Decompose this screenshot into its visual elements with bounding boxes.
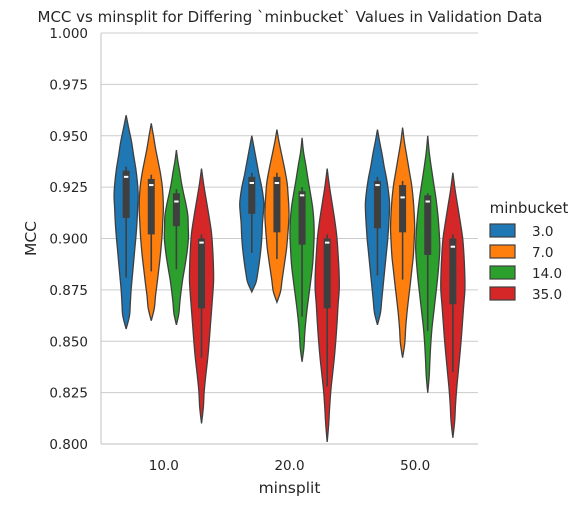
x-tick-label: 10.0 [149, 458, 179, 474]
y-tick-label: 0.975 [49, 77, 88, 93]
violin-iqr-box [122, 170, 130, 218]
legend-swatch [489, 265, 516, 280]
y-tick-label: 0.875 [49, 283, 88, 299]
legend-swatch [489, 286, 516, 301]
violin-iqr-box [323, 238, 331, 309]
legend-label: 3.0 [532, 224, 553, 240]
violin-iqr-box [424, 195, 432, 255]
violin-iqr-box [147, 178, 155, 235]
violins [113, 115, 466, 442]
violin-iqr-box [273, 176, 281, 233]
violin-iqr-box [399, 185, 407, 233]
legend-label: 35.0 [532, 287, 562, 303]
violin-iqr-box [198, 238, 206, 309]
axes [100, 33, 478, 445]
x-axis-title: minsplit [259, 479, 321, 497]
legend-swatch [489, 244, 516, 259]
legend-swatch [489, 223, 516, 238]
y-tick-label: 0.900 [49, 232, 88, 248]
x-tick-label: 20.0 [274, 458, 304, 474]
y-tick-label: 0.925 [49, 180, 88, 196]
legend: minbucket 3.0 7.0 14.0 35.0 [489, 199, 569, 303]
violin-iqr-box [248, 176, 256, 214]
y-tick-label: 0.825 [49, 386, 88, 402]
y-tick-label: 0.850 [49, 334, 88, 350]
chart-title: MCC vs minsplit for Differing `minbucket… [38, 8, 543, 26]
y-tick-label: 0.950 [49, 129, 88, 145]
x-tick-labels: 10.0 20.0 50.0 [149, 458, 430, 474]
y-tick-labels: 0.800 0.825 0.850 0.875 0.900 0.925 0.950 0.975… [49, 26, 88, 453]
violin-iqr-box [373, 180, 381, 229]
legend-title: minbucket [490, 199, 569, 217]
y-axis-title: MCC [22, 221, 40, 256]
x-tick-label: 50.0 [400, 458, 430, 474]
violin-iqr-box [172, 193, 180, 227]
violin-iqr-box [298, 191, 306, 245]
y-tick-label: 0.800 [49, 437, 88, 453]
violin-iqr-box [449, 238, 457, 305]
legend-label: 14.0 [532, 266, 562, 282]
y-tick-label: 1.000 [49, 26, 88, 42]
legend-label: 7.0 [532, 245, 553, 261]
